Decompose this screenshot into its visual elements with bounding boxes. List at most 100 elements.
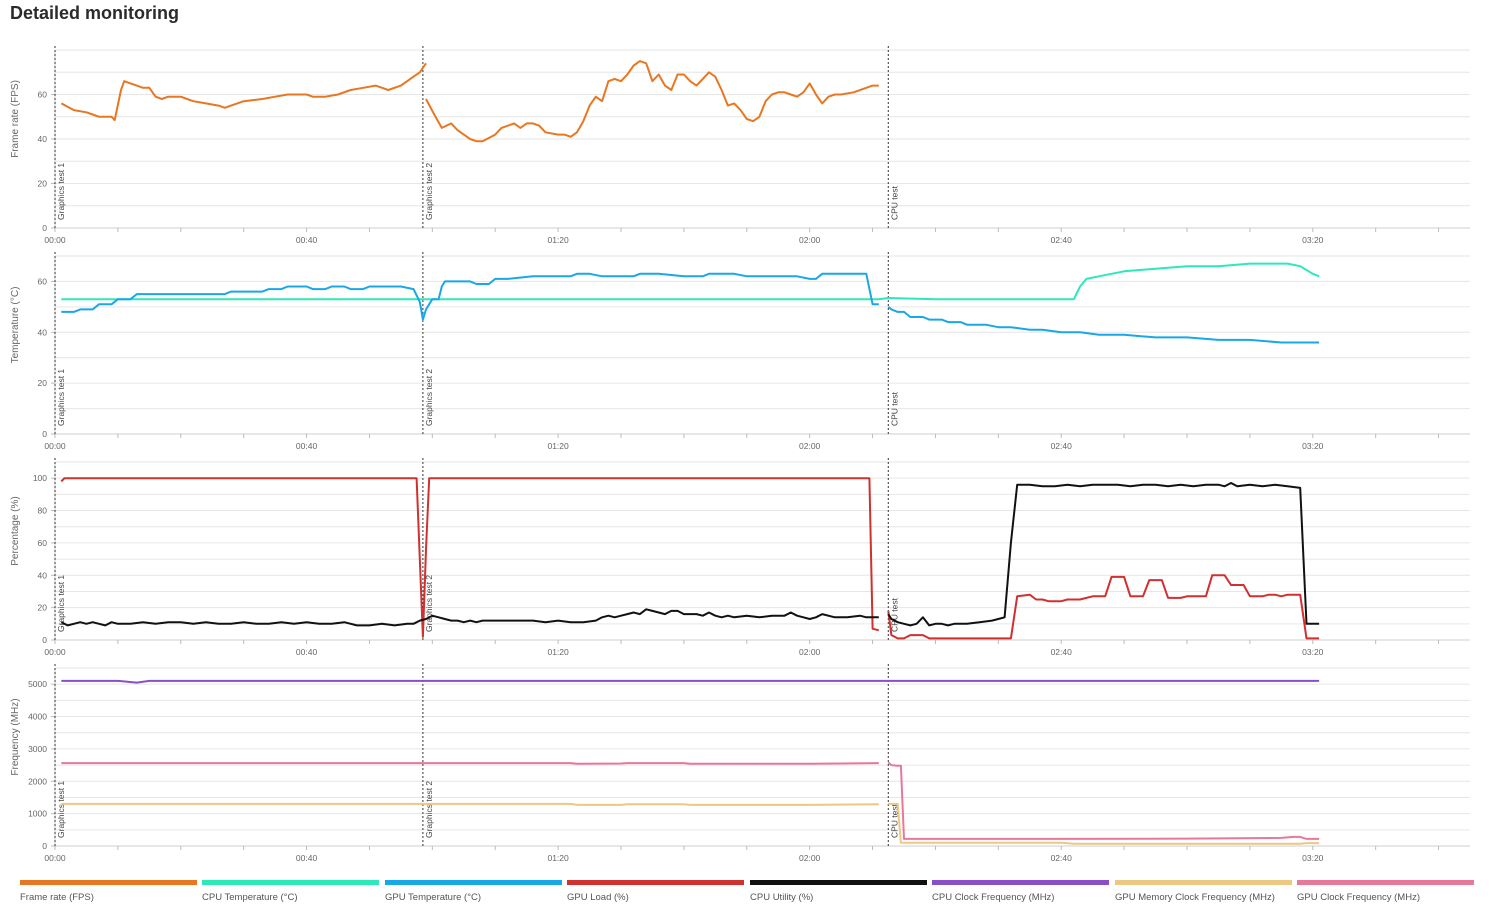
legend-label: Frame rate (FPS) xyxy=(20,892,94,903)
legend-label: GPU Temperature (°C) xyxy=(385,892,482,903)
y-axis-label: Percentage (%) xyxy=(10,496,21,565)
x-tick-label: 01:20 xyxy=(547,441,569,451)
x-tick-label: 00:40 xyxy=(296,441,318,451)
legend-swatch xyxy=(202,880,379,885)
y-tick-label: 60 xyxy=(38,90,48,100)
y-tick-label: 100 xyxy=(33,473,47,483)
y-tick-label: 1000 xyxy=(28,809,47,819)
x-tick-label: 03:20 xyxy=(1302,853,1324,863)
x-tick-label: 00:40 xyxy=(296,235,318,245)
y-tick-label: 0 xyxy=(42,223,47,233)
legend-item-gpu-load[interactable]: GPU Load (%) xyxy=(567,880,744,903)
legend-item-cpu-utility[interactable]: CPU Utility (%) xyxy=(750,880,927,903)
chart-legend: Frame rate (FPS) CPU Temperature (°C) GP… xyxy=(20,880,1480,910)
x-tick-label: 03:20 xyxy=(1302,441,1324,451)
y-tick-label: 4000 xyxy=(28,712,47,722)
test-marker-label: Graphics test 1 xyxy=(56,369,66,426)
chart-panel-3: 0 20 40 60 80 100 00:00 00:40 01:20 02:00 02:40 03:… xyxy=(10,458,1470,657)
series-line xyxy=(888,802,1320,845)
x-tick-label: 02:00 xyxy=(799,441,821,451)
series-line xyxy=(887,761,1320,840)
y-tick-label: 3000 xyxy=(28,744,47,754)
y-axis-label: Frame rate (FPS) xyxy=(10,80,21,158)
y-tick-label: 40 xyxy=(38,327,48,337)
chart-panel-1: 0 20 40 60 00:00 00:40 01:20 02:00 02:40 03:20 Fra… xyxy=(10,46,1470,245)
test-marker-label: Graphics test 1 xyxy=(56,163,66,220)
series-line xyxy=(425,60,879,143)
y-tick-label: 20 xyxy=(38,378,48,388)
series-line xyxy=(61,802,879,806)
series-line xyxy=(60,477,880,638)
y-axis-label: Frequency (MHz) xyxy=(10,698,21,775)
x-tick-label: 00:40 xyxy=(296,647,318,657)
series-line xyxy=(887,574,1320,640)
monitoring-charts: 0 20 40 60 00:00 00:40 01:20 02:00 02:40 03:20 Fra… xyxy=(10,46,1470,863)
legend-item-gpu-clock[interactable]: GPU Clock Frequency (MHz) xyxy=(1297,880,1474,903)
y-tick-label: 0 xyxy=(42,429,47,439)
chart-panel-4: 0 1000 2000 3000 4000 5000 00:00 00:40 01:20 02:0… xyxy=(10,664,1470,863)
legend-swatch xyxy=(385,880,562,885)
series-line xyxy=(887,306,1320,344)
test-marker-label: Graphics test 2 xyxy=(424,369,434,426)
x-tick-label: 02:40 xyxy=(1051,647,1073,657)
legend-swatch xyxy=(1115,880,1292,885)
y-tick-label: 20 xyxy=(38,179,48,189)
x-tick-label: 00:40 xyxy=(296,853,318,863)
y-tick-label: 0 xyxy=(42,635,47,645)
y-tick-label: 20 xyxy=(38,603,48,613)
x-tick-label: 00:00 xyxy=(44,441,66,451)
legend-swatch xyxy=(750,880,927,885)
legend-label: CPU Temperature (°C) xyxy=(202,892,298,903)
x-tick-label: 02:40 xyxy=(1051,235,1073,245)
legend-item-cpu-temperature[interactable]: CPU Temperature (°C) xyxy=(202,880,379,903)
legend-item-cpu-clock[interactable]: CPU Clock Frequency (MHz) xyxy=(932,880,1109,903)
y-tick-label: 40 xyxy=(38,570,48,580)
y-tick-label: 40 xyxy=(38,134,48,144)
x-tick-label: 02:40 xyxy=(1051,441,1073,451)
x-tick-label: 02:00 xyxy=(799,853,821,863)
legend-label: CPU Utility (%) xyxy=(750,892,814,903)
series-line xyxy=(61,762,879,765)
y-tick-label: 0 xyxy=(42,841,47,851)
legend-item-gpu-temperature[interactable]: GPU Temperature (°C) xyxy=(385,880,562,903)
legend-item-frame-rate[interactable]: Frame rate (FPS) xyxy=(20,880,197,903)
x-tick-label: 00:00 xyxy=(44,853,66,863)
test-marker-label: Graphics test 2 xyxy=(424,163,434,220)
x-tick-label: 02:00 xyxy=(799,235,821,245)
test-marker-label: CPU test xyxy=(889,185,899,220)
test-marker-label: CPU test xyxy=(889,597,899,632)
x-tick-label: 01:20 xyxy=(547,853,569,863)
legend-label: GPU Clock Frequency (MHz) xyxy=(1297,892,1420,903)
test-marker-label: CPU test xyxy=(889,803,899,838)
legend-swatch xyxy=(20,880,197,885)
series-line xyxy=(60,62,427,122)
test-marker-label: Graphics test 1 xyxy=(56,575,66,632)
legend-swatch xyxy=(567,880,744,885)
x-tick-label: 01:20 xyxy=(547,647,569,657)
legend-label: CPU Clock Frequency (MHz) xyxy=(932,892,1055,903)
x-tick-label: 00:00 xyxy=(44,235,66,245)
legend-label: GPU Memory Clock Frequency (MHz) xyxy=(1115,892,1275,903)
y-tick-label: 60 xyxy=(38,538,48,548)
x-tick-label: 02:40 xyxy=(1051,853,1073,863)
test-marker-label: Graphics test 2 xyxy=(424,781,434,838)
y-tick-label: 2000 xyxy=(28,776,47,786)
test-marker-label: Graphics test 1 xyxy=(56,781,66,838)
y-tick-label: 60 xyxy=(38,276,48,286)
series-line xyxy=(887,482,1320,627)
legend-swatch xyxy=(932,880,1109,885)
x-tick-label: 01:20 xyxy=(547,235,569,245)
series-line xyxy=(60,608,879,627)
chart-panel-2: 0 20 40 60 00:00 00:40 01:20 02:00 02:40 03:20 Tem… xyxy=(10,252,1470,451)
x-tick-label: 03:20 xyxy=(1302,647,1324,657)
y-axis-label: Temperature (°C) xyxy=(10,287,21,364)
legend-swatch xyxy=(1297,880,1474,885)
series-line xyxy=(61,272,879,321)
legend-item-gpu-memory-clock[interactable]: GPU Memory Clock Frequency (MHz) xyxy=(1115,880,1292,903)
legend-label: GPU Load (%) xyxy=(567,892,629,903)
series-line xyxy=(61,262,1320,301)
test-marker-label: CPU test xyxy=(889,391,899,426)
series-line xyxy=(61,679,1320,684)
y-tick-label: 5000 xyxy=(28,679,47,689)
x-tick-label: 02:00 xyxy=(799,647,821,657)
